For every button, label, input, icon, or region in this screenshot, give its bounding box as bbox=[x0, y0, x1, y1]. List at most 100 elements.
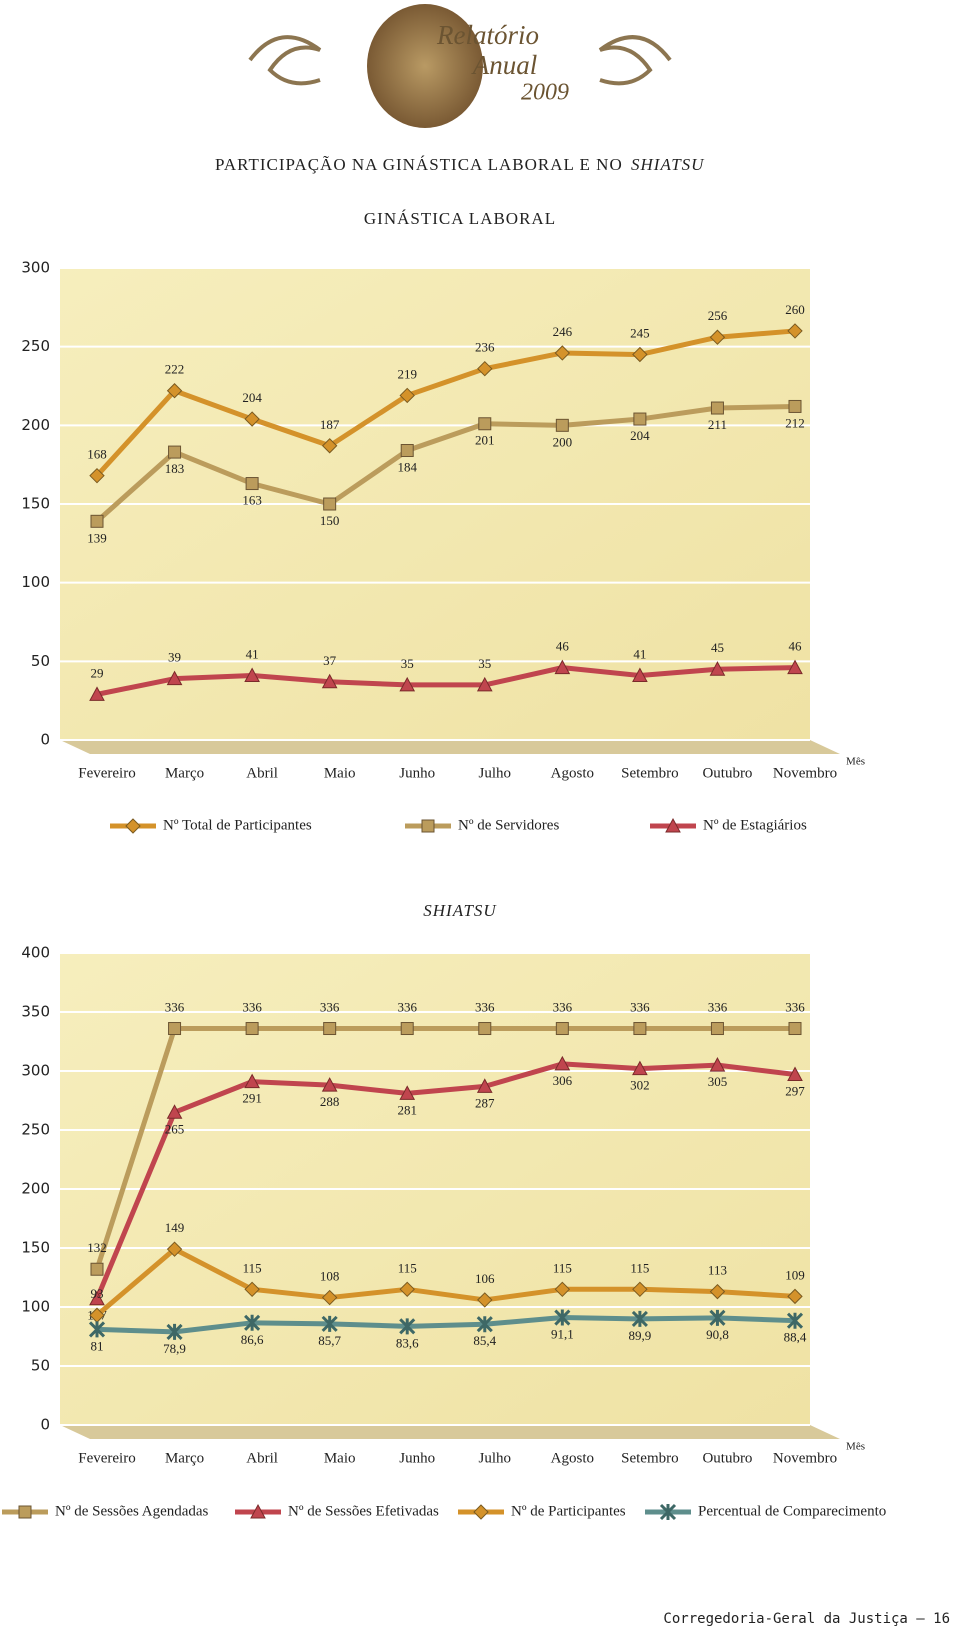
marker bbox=[709, 661, 726, 676]
ornament bbox=[598, 35, 672, 86]
x-tick-label: Julho bbox=[479, 765, 512, 781]
marker bbox=[709, 1309, 726, 1326]
data-label: 46 bbox=[556, 639, 570, 654]
y-tick-label: 350 bbox=[21, 1003, 50, 1021]
data-label: 149 bbox=[165, 1220, 185, 1235]
marker bbox=[166, 383, 183, 399]
data-label: 246 bbox=[553, 324, 573, 339]
data-label: 163 bbox=[242, 493, 262, 508]
data-label: 183 bbox=[165, 461, 185, 476]
marker bbox=[788, 1022, 802, 1036]
marker bbox=[323, 497, 337, 511]
x-tick-label: Julho bbox=[479, 1450, 512, 1466]
x-tick-label: Abril bbox=[246, 765, 278, 781]
data-label: 41 bbox=[633, 646, 646, 661]
marker bbox=[90, 1262, 104, 1276]
x-axis-label: Mês bbox=[846, 756, 865, 768]
data-label: 260 bbox=[785, 302, 805, 317]
x-tick-label: Fevereiro bbox=[78, 1450, 135, 1466]
marker bbox=[709, 1283, 726, 1300]
data-label: 113 bbox=[708, 1263, 727, 1278]
series-line bbox=[96, 665, 796, 697]
data-label: 204 bbox=[242, 390, 262, 405]
logo-medallion bbox=[367, 4, 483, 128]
x-tick-label: Junho bbox=[399, 1450, 435, 1466]
x-tick-label: Setembro bbox=[621, 765, 679, 781]
marker bbox=[89, 467, 105, 484]
floor bbox=[60, 1425, 840, 1439]
series-line bbox=[95, 1246, 796, 1318]
x-tick-label: Fevereiro bbox=[78, 765, 135, 781]
data-label: 132 bbox=[87, 1240, 107, 1255]
x-tick-label: Outubro bbox=[702, 765, 752, 781]
legend-marker bbox=[665, 817, 681, 833]
marker bbox=[244, 411, 260, 427]
data-label: 35 bbox=[401, 656, 414, 671]
marker bbox=[786, 1312, 804, 1329]
legend-label: Nº de Sessões Agendadas bbox=[55, 1503, 209, 1519]
data-label: 288 bbox=[320, 1094, 340, 1109]
marker bbox=[632, 346, 648, 363]
legend-label: Nº de Sessões Efetivadas bbox=[288, 1503, 439, 1519]
data-label: 106 bbox=[475, 1271, 495, 1286]
data-label: 204 bbox=[630, 428, 650, 443]
marker bbox=[555, 1022, 569, 1036]
y-tick-label: 200 bbox=[21, 1180, 50, 1198]
data-label: 336 bbox=[475, 1000, 495, 1015]
data-label: 78,9 bbox=[163, 1341, 186, 1356]
chart-title: GINÁSTICA LABORAL bbox=[364, 209, 556, 228]
marker bbox=[476, 1078, 493, 1093]
data-label: 336 bbox=[630, 1000, 650, 1015]
data-label: 45 bbox=[711, 640, 724, 655]
marker bbox=[89, 686, 105, 701]
marker bbox=[709, 1057, 726, 1072]
marker bbox=[168, 1022, 182, 1036]
x-tick-label: Março bbox=[165, 765, 204, 781]
x-tick-label: Junho bbox=[399, 765, 435, 781]
marker bbox=[477, 1292, 493, 1308]
legend-marker bbox=[250, 1503, 266, 1519]
marker bbox=[633, 1022, 647, 1036]
marker bbox=[244, 1281, 260, 1298]
marker bbox=[709, 329, 726, 345]
data-label: 256 bbox=[708, 308, 728, 323]
marker bbox=[321, 1077, 338, 1092]
data-label: 168 bbox=[87, 447, 107, 462]
marker bbox=[788, 399, 802, 413]
marker bbox=[555, 418, 569, 432]
data-label: 336 bbox=[320, 1000, 340, 1015]
footer: Corregedoria-Geral da Justiça – 16 bbox=[663, 1611, 950, 1627]
marker bbox=[244, 1314, 261, 1331]
y-tick-label: 300 bbox=[21, 259, 50, 277]
y-tick-label: 250 bbox=[21, 337, 50, 355]
marker bbox=[88, 1321, 106, 1338]
marker bbox=[323, 1022, 337, 1036]
data-label: 108 bbox=[320, 1269, 340, 1284]
data-label: 115 bbox=[630, 1260, 649, 1275]
marker bbox=[710, 401, 724, 415]
data-label: 91,1 bbox=[551, 1326, 574, 1341]
legend-marker bbox=[18, 1505, 32, 1519]
x-tick-label: Outubro bbox=[702, 1450, 752, 1466]
x-tick-label: Agosto bbox=[551, 1450, 594, 1466]
legend-label: Nº Total de Participantes bbox=[163, 817, 312, 833]
data-label: 41 bbox=[246, 646, 259, 661]
marker bbox=[321, 438, 338, 454]
data-label: 90,8 bbox=[706, 1327, 729, 1342]
marker bbox=[400, 444, 414, 458]
data-label: 291 bbox=[242, 1091, 262, 1106]
floor bbox=[60, 740, 840, 754]
data-label: 302 bbox=[630, 1078, 650, 1093]
legend-marker bbox=[473, 1504, 489, 1520]
data-label: 150 bbox=[320, 513, 340, 528]
data-label: 35 bbox=[478, 656, 491, 671]
marker bbox=[321, 1289, 338, 1306]
data-label: 297 bbox=[785, 1084, 805, 1099]
data-label: 37 bbox=[323, 653, 337, 668]
legend-marker bbox=[125, 818, 141, 834]
chart-title: SHIATSU bbox=[423, 901, 497, 920]
marker bbox=[632, 1281, 648, 1298]
x-tick-label: Março bbox=[165, 1450, 204, 1466]
x-axis-label: Mês bbox=[846, 1441, 865, 1453]
marker bbox=[166, 1104, 183, 1119]
